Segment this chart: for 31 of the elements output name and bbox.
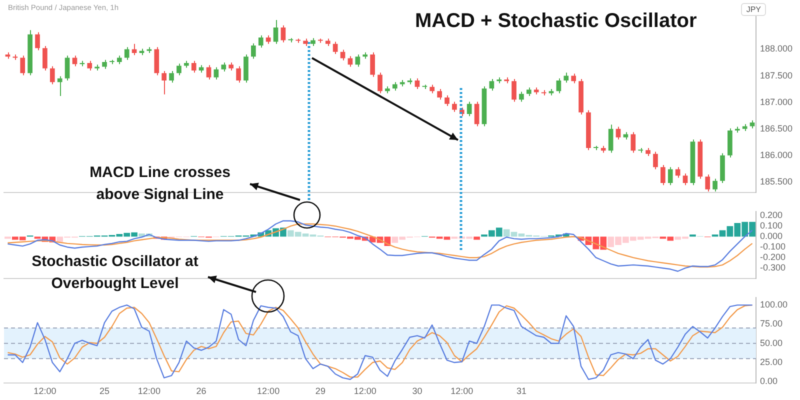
y-tick-label: 186.500 — [760, 123, 793, 134]
x-tick-label: 26 — [196, 386, 206, 396]
x-tick-label: 29 — [315, 386, 326, 396]
x-tick-label: 12:00 — [34, 386, 56, 396]
y-tick-label: 0.000 — [760, 231, 783, 242]
y-tick-label: 50.00 — [760, 338, 783, 348]
y-tick-label: 188.000 — [760, 44, 793, 54]
x-tick-label: 25 — [100, 386, 110, 396]
x-tick-label: 12:00 — [138, 386, 160, 396]
x-tick-label: 12:00 — [257, 386, 280, 396]
y-tick-label: 25.00 — [760, 357, 783, 367]
annotation: JPY — [741, 3, 766, 16]
y-tick-label: -0.100 — [760, 242, 786, 252]
annotation: MACD Line crosses above Signal Line — [88, 163, 232, 205]
y-tick-label: 100.00 — [760, 300, 788, 310]
y-tick-label: 187.500 — [760, 70, 793, 80]
annotation: Stochastic Oscillator at Overbought Level — [30, 252, 200, 294]
x-tick-label: 12:00 — [354, 386, 376, 396]
y-tick-label: 0.200 — [760, 210, 783, 220]
y-tick-label: 75.00 — [760, 318, 783, 329]
x-tick-label: 12:00 — [450, 386, 474, 396]
y-tick-label: 186.000 — [760, 150, 793, 160]
y-tick-label: 185.500 — [760, 176, 793, 186]
x-tick-label: 30 — [412, 386, 422, 396]
chart-title: MACD + Stochastic Oscillator — [415, 10, 697, 33]
y-tick-label: 0.00 — [760, 376, 778, 386]
y-tick-label: 0.100 — [760, 220, 783, 231]
y-tick-label: -0.200 — [760, 252, 786, 262]
x-tick-label: 31 — [516, 386, 526, 396]
y-tick-label: 187.000 — [760, 96, 793, 107]
y-tick-label: -0.300 — [760, 262, 786, 273]
